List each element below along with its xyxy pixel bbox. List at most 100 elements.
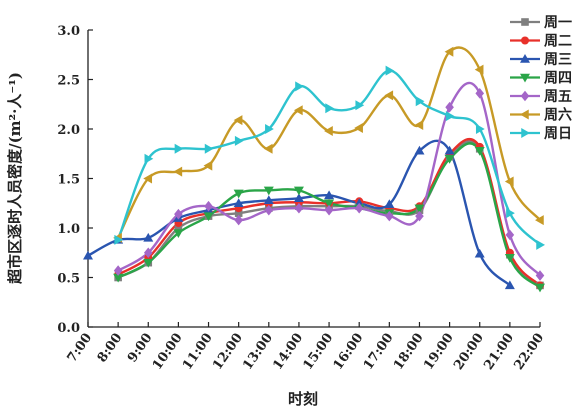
x-tick-label: 14:00 <box>270 331 306 373</box>
data-point <box>203 212 214 222</box>
x-tick-label: 12:00 <box>210 331 246 373</box>
data-point <box>294 202 304 214</box>
data-point <box>324 204 334 216</box>
data-point <box>173 166 183 177</box>
x-tick-label: 15:00 <box>301 331 337 373</box>
data-point <box>445 101 454 113</box>
x-tick-label: 19:00 <box>421 331 457 373</box>
data-point <box>234 209 243 217</box>
data-point <box>536 239 545 250</box>
legend-marker <box>520 90 530 102</box>
data-point <box>113 273 124 283</box>
data-point <box>506 208 515 219</box>
data-point <box>535 270 545 281</box>
data-point <box>293 105 303 116</box>
data-point <box>143 232 154 242</box>
data-point <box>324 199 335 209</box>
data-point <box>445 111 455 122</box>
x-tick-label: 11:00 <box>180 331 216 373</box>
data-point <box>415 210 424 222</box>
x-tick-label: 13:00 <box>240 331 276 373</box>
data-point <box>414 204 425 214</box>
data-point <box>444 145 455 155</box>
data-point <box>475 124 485 134</box>
data-point <box>143 258 154 268</box>
x-tick-label: 18:00 <box>391 331 427 373</box>
x-tick-label: 9:00 <box>125 331 156 366</box>
x-tick-label: 21:00 <box>481 331 517 373</box>
data-point <box>233 189 244 199</box>
data-point <box>263 143 273 154</box>
y-tick-label: 0.5 <box>57 272 80 287</box>
y-tick-label: 2.5 <box>57 74 80 89</box>
data-point <box>354 202 364 214</box>
data-point <box>325 103 335 114</box>
data-point <box>204 143 214 154</box>
data-point <box>384 199 395 208</box>
data-point <box>113 265 123 276</box>
series-markers <box>83 46 545 293</box>
data-point <box>414 145 425 155</box>
data-point <box>174 208 183 220</box>
data-point <box>444 154 455 164</box>
data-point <box>504 280 515 290</box>
legend-label: 周六 <box>544 107 572 124</box>
legend-label: 周日 <box>544 126 572 142</box>
series-line-6 <box>116 46 542 240</box>
data-point <box>114 234 124 245</box>
legend-label: 周四 <box>544 71 572 87</box>
x-tick-label: 17:00 <box>361 331 397 373</box>
data-point <box>144 153 154 164</box>
data-point <box>354 123 363 134</box>
data-point <box>535 215 544 226</box>
data-point <box>233 198 244 207</box>
data-point <box>324 190 335 200</box>
data-point <box>414 120 424 131</box>
legend-marker <box>521 18 529 26</box>
data-point <box>444 46 454 57</box>
legend-marker <box>520 73 530 83</box>
data-point <box>264 204 274 216</box>
data-point <box>355 100 365 111</box>
data-point <box>293 193 304 203</box>
legend-label: 周三 <box>544 52 572 68</box>
data-point <box>234 214 243 226</box>
x-tick-label: 20:00 <box>451 331 487 373</box>
data-point <box>174 143 184 154</box>
data-point <box>263 186 274 196</box>
data-point <box>83 250 93 260</box>
legend-label: 周一 <box>544 15 572 31</box>
data-point <box>504 253 515 263</box>
data-point <box>384 90 394 101</box>
series-curves <box>86 46 542 289</box>
legend-marker <box>521 128 530 138</box>
data-point <box>204 200 213 212</box>
data-point <box>295 81 304 92</box>
data-point <box>174 224 183 232</box>
data-point <box>474 248 485 258</box>
y-axis-title: 超市区逐时人员密度/(m²·人⁻¹) <box>6 72 24 285</box>
data-point <box>385 65 395 76</box>
legend-marker <box>521 36 529 45</box>
data-point <box>415 96 425 107</box>
data-point <box>475 88 485 99</box>
data-point <box>324 125 333 136</box>
legend-label: 周五 <box>544 89 572 105</box>
legend-marker <box>520 54 530 63</box>
y-tick-label: 1.0 <box>57 222 80 237</box>
data-point <box>173 229 184 238</box>
legend-label: 周二 <box>544 34 572 50</box>
data-point <box>474 64 484 75</box>
x-tick-label: 22:00 <box>511 331 547 373</box>
data-point <box>234 135 244 146</box>
data-point <box>385 210 394 222</box>
data-point <box>474 147 485 156</box>
data-point <box>233 115 243 126</box>
legend-marker <box>520 109 529 120</box>
x-tick-label: 16:00 <box>331 331 367 373</box>
y-tick-label: 2.0 <box>57 123 80 138</box>
data-point <box>263 195 274 205</box>
data-point <box>265 124 274 134</box>
